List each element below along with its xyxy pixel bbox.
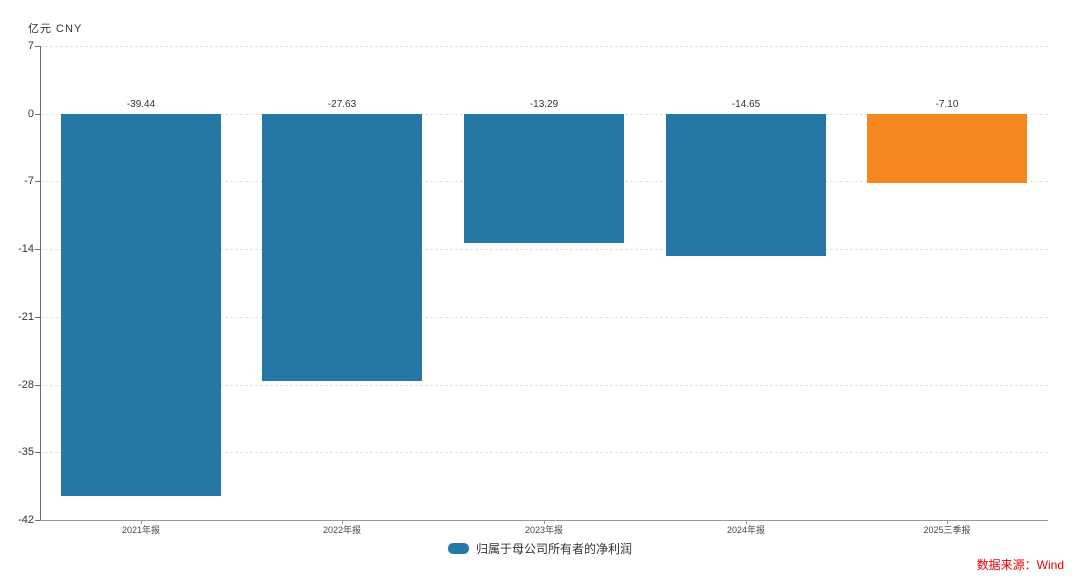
bar-2023年报[interactable] — [464, 114, 624, 243]
x-axis-tick — [947, 520, 948, 524]
y-tick-label: -28 — [18, 379, 34, 391]
y-gridline — [40, 249, 1048, 250]
y-axis-line — [40, 46, 41, 521]
y-axis-tick — [35, 114, 40, 115]
bar-2022年报[interactable] — [262, 114, 422, 381]
x-axis-tick — [342, 520, 343, 524]
bar-value-label: -13.29 — [529, 99, 559, 110]
y-gridline — [40, 317, 1048, 318]
y-axis-tick — [35, 181, 40, 182]
data-source-label: 数据来源：Wind — [976, 558, 1064, 572]
y-tick-label: -42 — [18, 514, 34, 526]
x-category-label: 2025三季报 — [923, 525, 971, 535]
y-axis-tick — [35, 317, 40, 318]
y-gridline — [40, 385, 1048, 386]
y-tick-label: -14 — [18, 243, 34, 255]
y-tick-label: 0 — [27, 108, 34, 120]
legend-swatch-icon[interactable] — [447, 543, 469, 554]
legend-label[interactable]: 归属于母公司所有者的净利润 — [475, 542, 632, 556]
bar-value-label: -14.65 — [731, 99, 761, 110]
y-axis-tick — [35, 452, 40, 453]
y-tick-label: -21 — [18, 311, 34, 323]
x-axis-tick — [746, 520, 747, 524]
y-axis-tick — [35, 46, 40, 47]
x-category-label: 2022年报 — [322, 525, 362, 535]
bar-value-label: -7.10 — [935, 99, 959, 110]
y-tick-label: -35 — [18, 446, 34, 458]
y-gridline — [40, 452, 1048, 453]
legend[interactable]: 归属于母公司所有者的净利润 — [0, 540, 1080, 557]
y-tick-label: 7 — [27, 40, 34, 52]
x-category-label: 2023年报 — [524, 525, 564, 535]
y-axis-tick — [35, 385, 40, 386]
x-category-label: 2024年报 — [726, 525, 766, 535]
x-axis-tick — [141, 520, 142, 524]
y-axis-unit-label: 亿元 CNY — [28, 23, 83, 35]
y-gridline — [40, 46, 1048, 47]
bar-value-label: -27.63 — [327, 99, 357, 110]
y-axis-tick — [35, 249, 40, 250]
bar-2025三季报[interactable] — [867, 114, 1027, 183]
y-tick-label: -7 — [24, 175, 34, 187]
bar-value-label: -39.44 — [126, 99, 156, 110]
x-axis-tick — [544, 520, 545, 524]
bar-2021年报[interactable] — [61, 114, 221, 496]
y-axis-tick — [35, 520, 40, 521]
x-category-label: 2021年报 — [121, 525, 161, 535]
bar-2024年报[interactable] — [666, 114, 826, 256]
